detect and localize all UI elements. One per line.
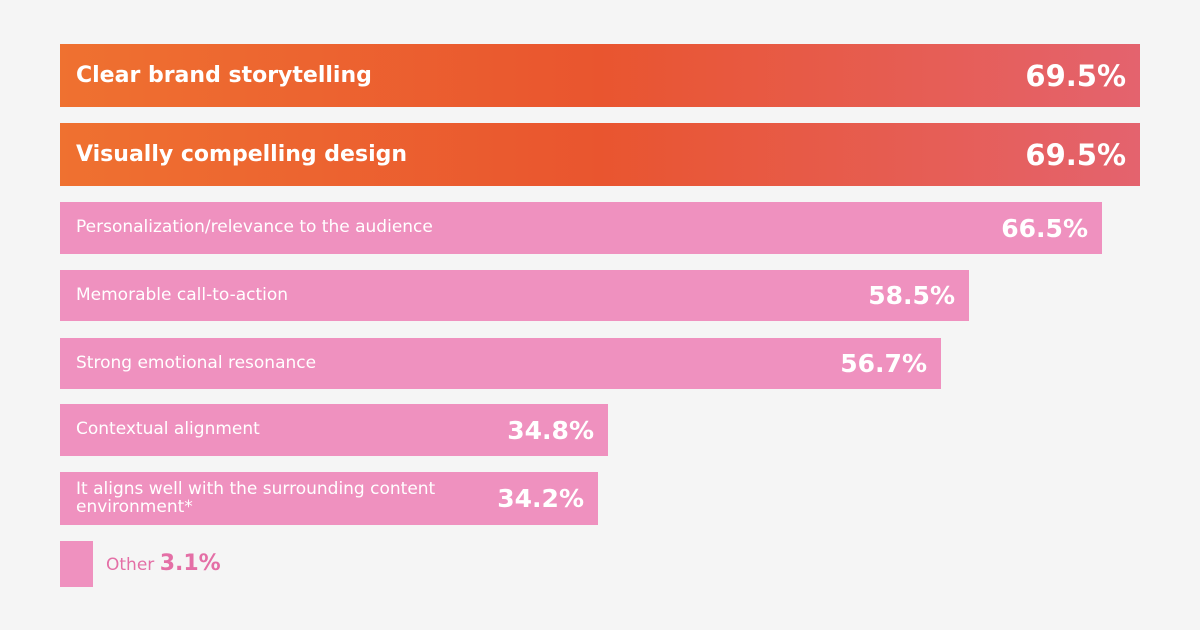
value-label: 34.8% [507,415,594,445]
bar-4: Strong emotional resonance 56.7% [60,338,941,389]
bar-1: Visually compelling design 69.5% [60,123,1140,186]
category-label: Clear brand storytelling [76,62,372,88]
category-label: Other [106,555,160,575]
category-label: Strong emotional resonance [76,352,317,373]
value-label: 56.7% [840,349,927,378]
bar-3: Memorable call-to-action 58.5% [60,270,969,321]
value-label: 69.5% [1025,58,1126,93]
bar-5: Contextual alignment 34.8% [60,404,608,456]
bar-2: Personalization/relevance to the audienc… [60,202,1102,254]
other-label: Other 3.1% [106,551,221,576]
value-label: 58.5% [868,281,955,310]
category-label: Personalization/relevance to the audienc… [76,217,433,238]
bar-7 [60,541,93,587]
category-label: Visually compelling design [76,141,408,167]
bar-6: It aligns well with the surrounding cont… [60,472,598,525]
value-label: 66.5% [1001,213,1088,243]
bar-0: Clear brand storytelling 69.5% [60,44,1140,107]
value-label: 3.1% [159,551,221,576]
value-label: 34.2% [497,484,584,513]
category-label: It aligns well with the surrounding cont… [76,478,436,517]
value-label: 69.5% [1025,137,1126,172]
category-label: Contextual alignment [76,419,260,440]
category-label: Memorable call-to-action [76,284,289,305]
